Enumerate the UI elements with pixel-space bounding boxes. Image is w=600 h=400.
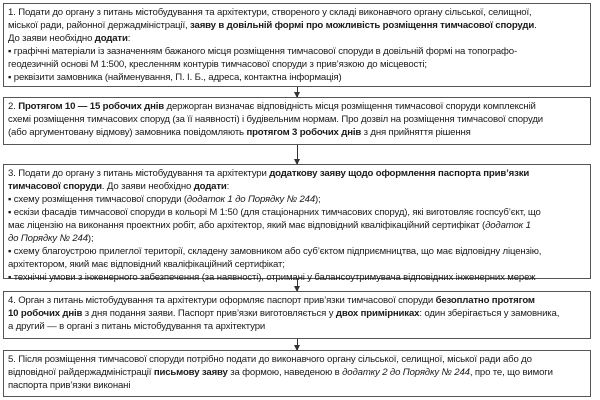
step-text-line: архітектором, який має відповідний квалі… [8,258,586,271]
text-segment: . [534,20,537,31]
step-text-line: 2. Протягом 10 — 15 робочих днів держорг… [8,100,586,113]
step-text-line: геодезичній основі М 1:500, кресленням к… [8,58,586,71]
text-segment: а другий — в органі з питань містобудува… [8,321,266,332]
italic-reference: до Порядку № 244 [8,233,88,244]
bold-text: безоплатно протягом [435,295,535,306]
step-text-line: ▪ технічні умови з інженерного забезпече… [8,271,586,284]
step-text-line: (або аргументовану відмову) замовника по… [8,126,586,139]
text-segment: До заяви необхідно [8,33,95,44]
text-segment: ▪ ескізи фасадів тимчасової споруди в ко… [8,207,541,218]
step-text-line: 1. Подати до органу з питань містобудува… [8,6,586,19]
step-text-line: ▪ ескізи фасадів тимчасової споруди в ко… [8,206,586,219]
bold-text: тимчасової споруди [8,181,102,192]
bold-text: двох примірниках [335,308,420,319]
text-segment: ▪ графічні матеріали із зазначенням бажа… [8,46,517,57]
text-segment: . До заяви необхідно [101,181,194,192]
text-segment: геодезичній основі М 1:500, кресленням к… [8,59,427,70]
bold-text: письмову заяву [153,367,228,378]
text-segment: з дня прийняття рішення [361,127,471,138]
step-text-line: має ліцензію на виконання проектних робі… [8,219,586,232]
step-text-line: ▪ схему благоустрою прилеглої території,… [8,245,586,258]
italic-reference: додаток 1 [485,220,531,231]
text-segment: ); [87,233,94,244]
step-text-line: а другий — в органі з питань містобудува… [8,320,586,333]
step-text-line: 4. Орган з питань містобудування та архі… [8,294,586,307]
text-segment: за формою, наведеною в [227,367,343,378]
text-segment: : [226,181,230,192]
arrow-2-to-3 [294,145,300,165]
step-text-line: відповідної райдержадміністрації письмов… [8,366,586,379]
text-segment: ▪ реквізити замовника (найменування, П. … [8,72,342,83]
bold-text: додати [193,181,227,192]
text-segment: держорган визначає відповідність місця р… [164,101,536,112]
arrow-4-to-5 [294,339,300,351]
step-text-line: ▪ схему розміщення тимчасової споруди (д… [8,193,586,206]
step-text-line: до Порядку № 244); [8,232,586,245]
step-text-line: ▪ графічні матеріали із зазначенням бажа… [8,45,586,58]
text-segment: 5. Після розміщення тимчасової споруди п… [8,354,532,365]
text-segment: ); [315,194,321,205]
text-segment: архітектором, який має відповідний квалі… [8,259,285,270]
step-text-line: До заяви необхідно додати: [8,32,586,45]
text-segment: відповідної райдержадміністрації [8,367,154,378]
bold-text: протягом 3 робочих днів [246,127,362,138]
text-segment: ▪ технічні умови з інженерного забезпече… [8,272,536,283]
bold-text: 10 робочих днів [8,308,83,319]
text-segment: , про те, що вимоги [469,367,553,378]
text-segment: ▪ схему благоустрою прилеглої території,… [8,246,542,257]
text-segment: паспорта прив’язки виконані [8,380,131,391]
step-4-box: 4. Орган з питань містобудування та архі… [3,291,591,339]
step-text-line: міської ради, районної держадміністрації… [8,19,586,32]
italic-reference: додаток 1 до Порядку № 244 [186,194,315,205]
text-segment: 4. Орган з питань містобудування та архі… [8,295,436,306]
step-3-box: 3. Подати до органу з питань містобудува… [3,164,591,283]
arrow-1-to-2 [294,87,300,98]
step-text-line: схемі розміщення тимчасових споруд (за ї… [8,113,586,126]
text-segment: 3. Подати до органу з питань містобудува… [8,168,270,179]
text-segment: 2. [8,101,19,112]
step-2-box: 2. Протягом 10 — 15 робочих днів держорг… [3,97,591,145]
text-segment: з дня подання заяви. Паспорт прив’язки в… [82,308,336,319]
step-text-line: ▪ реквізити замовника (найменування, П. … [8,71,586,84]
text-segment: міської ради, районної держадміністрації… [8,20,191,31]
text-segment: : один зберігається у замовника, [419,308,560,319]
bold-text: Протягом 10 — 15 робочих днів [18,101,165,112]
step-text-line: 10 робочих днів з дня подання заяви. Пас… [8,307,586,320]
text-segment: має ліцензію на виконання проектних робі… [8,220,486,231]
text-segment: 1. Подати до органу з питань містобудува… [8,7,532,18]
step-text-line: 3. Подати до органу з питань містобудува… [8,167,586,180]
bold-text: додати [94,33,128,44]
text-segment: (або аргументовану відмову) замовника по… [8,127,247,138]
bold-text: додаткову заяву щодо оформлення паспорта… [269,168,530,179]
bold-text: заяву в довільній формі про можливість р… [190,20,535,31]
arrow-3-to-4 [294,279,300,292]
step-1-box: 1. Подати до органу з питань містобудува… [3,3,591,87]
step-text-line: 5. Після розміщення тимчасової споруди п… [8,353,586,366]
text-segment: : [127,33,131,44]
text-segment: ▪ схему розміщення тимчасової споруди ( [8,194,187,205]
step-text-line: тимчасової споруди. До заяви необхідно д… [8,180,586,193]
step-5-box: 5. Після розміщення тимчасової споруди п… [3,350,591,397]
step-text-line: паспорта прив’язки виконані [8,379,586,392]
text-segment: схемі розміщення тимчасових споруд (за ї… [8,114,543,125]
italic-reference: додатку 2 до Порядку № 244 [342,367,470,378]
